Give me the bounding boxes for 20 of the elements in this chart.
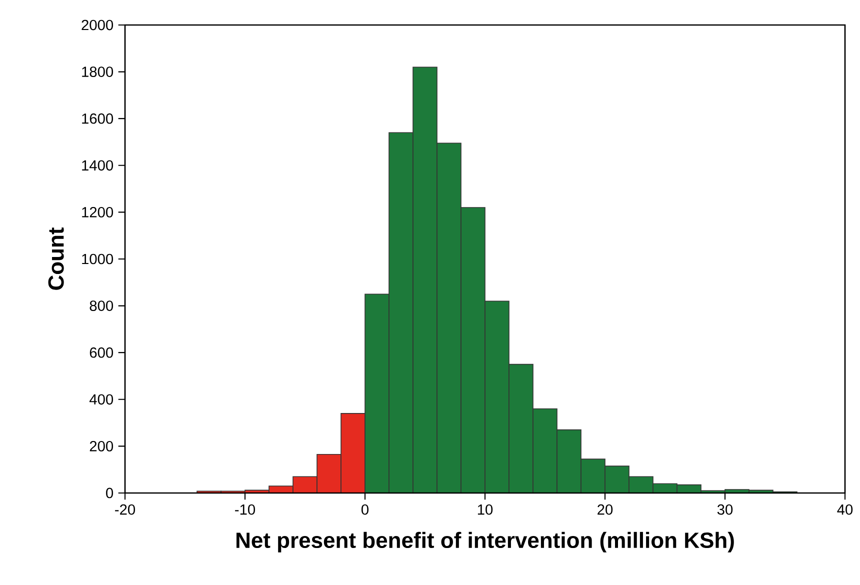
y-tick-label: 800 bbox=[90, 300, 114, 311]
x-tick-label: 20 bbox=[598, 504, 613, 515]
x-tick-label: -10 bbox=[235, 504, 256, 515]
y-tick-label: 1200 bbox=[82, 207, 114, 218]
x-tick-label: 0 bbox=[361, 504, 368, 515]
y-tick-label: 1000 bbox=[82, 254, 114, 264]
y-tick-label: 2000 bbox=[82, 20, 114, 30]
y-tick-label: 1800 bbox=[82, 66, 114, 77]
y-tick-label: 1400 bbox=[82, 160, 114, 171]
x-tick-label: -20 bbox=[115, 504, 136, 515]
y-tick-label: 0 bbox=[106, 488, 114, 498]
y-tick-label: 600 bbox=[90, 347, 114, 358]
x-tick-label: 40 bbox=[837, 504, 853, 515]
x-tick-label: 30 bbox=[717, 504, 733, 515]
x-axis-title: Net present benefit of intervention (million KSh) bbox=[236, 532, 734, 552]
y-axis-title: Count bbox=[48, 228, 64, 290]
x-tick-label: 10 bbox=[478, 504, 493, 515]
y-tick-label: 1600 bbox=[82, 113, 114, 124]
y-tick-label: 200 bbox=[90, 441, 114, 452]
y-tick-label: 400 bbox=[89, 394, 114, 405]
